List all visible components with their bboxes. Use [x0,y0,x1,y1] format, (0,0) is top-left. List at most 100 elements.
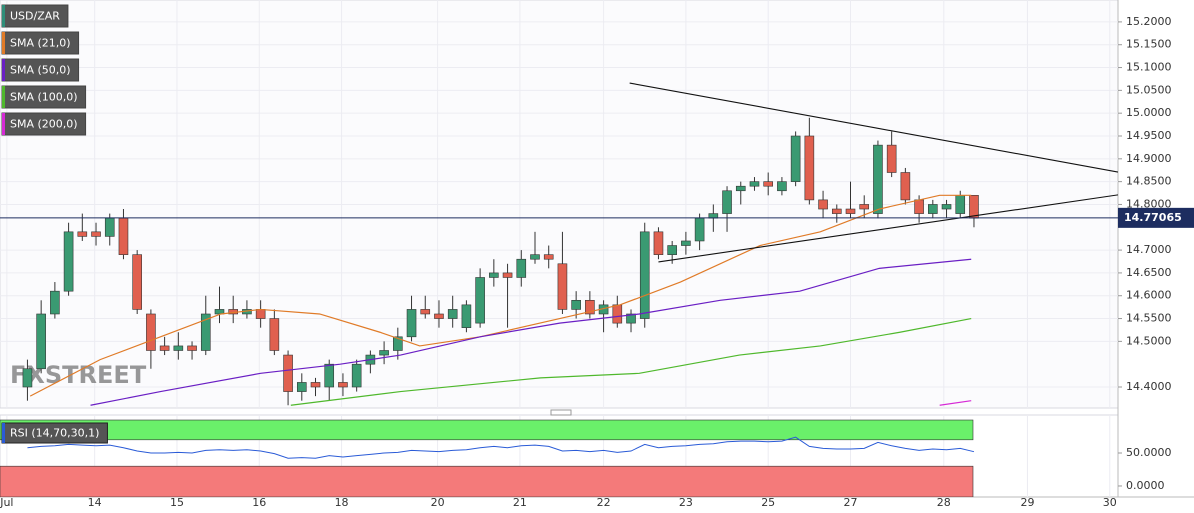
y-tick-label: 14.6500 [1126,266,1172,279]
candle-body [146,313,156,351]
candle-body [969,195,979,219]
legend-swatch [2,86,5,108]
candle-body [612,304,623,324]
candle-body [530,254,540,260]
rsi-line [27,436,975,459]
candle-body [63,231,74,292]
candle-body [873,144,883,214]
candle-body [22,368,33,388]
legend-label: SMA (21,0) [10,37,71,50]
oversold-band [0,465,974,497]
candle-body [818,199,828,210]
candle-body [351,363,362,388]
y-tick-label: 15.1500 [1126,38,1172,51]
x-tick-label: 18 [335,496,349,509]
y-tick-label: 14.9000 [1126,152,1172,165]
candle-body [626,313,636,324]
y-tick-label: 14.6000 [1126,289,1172,302]
sma-line [939,400,972,406]
x-tick-label: 25 [761,496,775,509]
candle-body [200,313,211,351]
y-tick-label: 14.9500 [1126,129,1172,142]
overbought-band [0,419,974,441]
x-tick-label: 20 [431,496,445,509]
candle-body [475,277,485,324]
candle-body [777,181,787,192]
candle-body [36,313,46,370]
candle-body [886,144,897,173]
y-tick-label: 14.8500 [1126,175,1172,188]
x-tick-label: 27 [844,496,858,509]
candle-body [91,231,101,237]
candle-body [283,354,293,392]
y-tick-label: 15.0500 [1126,83,1172,96]
y-tick-label: 15.2000 [1126,15,1172,28]
candle-body [790,135,801,182]
x-tick-label: 23 [679,496,693,509]
candle-body [763,181,773,187]
x-tick-label: 21 [513,496,527,509]
candle-body [914,199,924,214]
candle-body [955,195,966,214]
legend-swatch [2,59,5,81]
candle-body [722,190,732,214]
y-tick-label: 15.1000 [1126,61,1172,74]
candle-body [667,245,677,255]
candle-body [406,309,417,338]
candle-body [118,217,129,255]
candle-body [255,309,266,319]
x-tick-label: 30 [1103,496,1117,509]
candle-body [338,382,348,388]
trendline [629,82,1118,173]
y-tick-label: 0.0000 [1126,479,1165,492]
candle-body [804,135,815,201]
candle-body [694,217,705,242]
candle-body [749,181,760,187]
candle-body [831,208,842,214]
candle-body [735,185,746,192]
legend-swatch [2,5,5,27]
sma-line [90,258,972,406]
candle-body [434,313,444,319]
legend-swatch [2,32,5,54]
candle-body [461,304,472,328]
candle-body [50,290,60,315]
candle-body [187,345,197,351]
x-tick-label: 28 [937,496,951,509]
candle-body [639,231,650,319]
x-tick-label: 15 [170,496,184,509]
legend-label: SMA (200,0) [10,118,78,131]
candle-body [502,272,513,278]
candle-body [571,299,581,310]
candle-body [489,272,499,278]
legend-label: USD/ZAR [10,10,60,23]
x-tick-label: Jul [0,496,13,509]
last-price-label: 14.77065 [1124,211,1182,224]
candle-body [420,309,431,315]
candle-body [324,363,335,388]
legend-label: SMA (100,0) [10,91,78,104]
watermark: FXSTREET [10,361,147,389]
panel-resize-handle[interactable] [550,409,572,416]
legend-swatch [2,113,5,135]
candle-body [585,299,595,315]
legend-label: RSI (14,70,30,1) [10,427,99,440]
candle-body [447,309,458,319]
candle-body [928,204,938,214]
x-tick-label: 22 [597,496,611,509]
candle-body [516,258,527,278]
candle-body [296,382,307,392]
y-tick-label: 14.4000 [1126,380,1172,393]
y-tick-label: 50.0000 [1126,446,1172,459]
x-tick-label: 16 [252,496,266,509]
candle-body [653,231,664,255]
candle-body [393,336,403,351]
legend-swatch [2,423,5,443]
y-tick-label: 15.0000 [1126,106,1172,119]
candle-body [681,240,691,246]
candle-body [900,172,911,201]
y-tick-label: 14.5000 [1126,334,1172,347]
legend-label: SMA (50,0) [10,64,71,77]
candle-body [379,350,389,356]
